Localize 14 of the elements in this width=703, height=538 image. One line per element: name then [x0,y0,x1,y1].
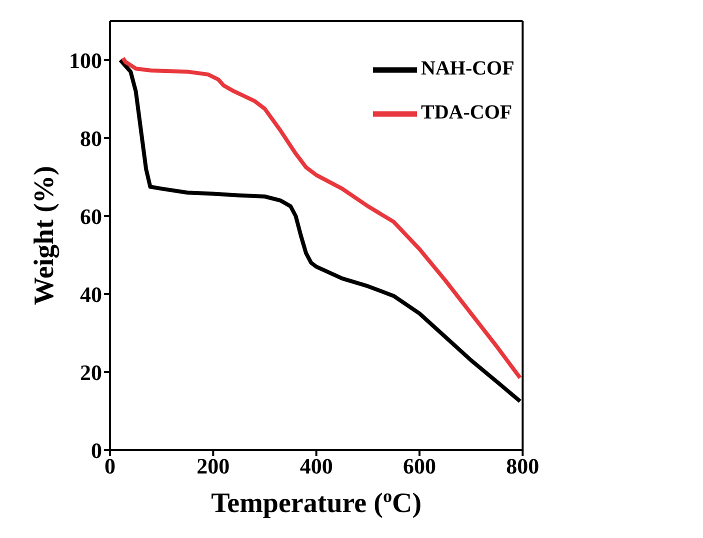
y-tick-label: 20 [80,360,102,385]
x-axis-title: Temperature ($^{o}$C) [211,486,422,519]
legend-label: NAH-COF [421,58,514,80]
y-tick-label: 80 [80,126,102,151]
y-tick-label: 60 [80,204,102,229]
x-tick-label: 600 [403,454,436,479]
y-axis-title: Weight (%) [28,166,60,306]
y-tick-label: 100 [69,48,102,73]
x-tick-label: 200 [196,454,230,479]
legend-label: TDA-COF [421,102,512,124]
y-tick-label: 40 [80,282,102,307]
y-tick-label: 0 [91,438,102,463]
x-tick-label: 800 [506,454,540,479]
x-tick-label: 400 [300,454,333,479]
